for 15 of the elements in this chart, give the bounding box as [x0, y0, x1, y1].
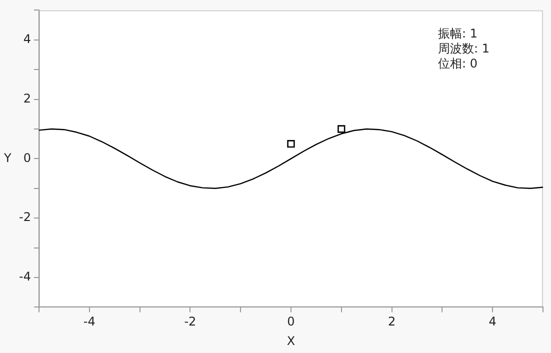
x-tick-label: 0 [287, 314, 295, 329]
x-tick-label: 4 [488, 314, 496, 329]
x-axis-title: X [286, 334, 296, 348]
y-tick-label: 4 [23, 32, 31, 46]
y-tick-label: 0 [23, 150, 31, 165]
annotation: 振幅: 1 [438, 26, 478, 40]
y-tick-label: -2 [18, 210, 31, 224]
x-tick-label: -2 [184, 314, 196, 329]
annotation: 位相: 0 [438, 56, 478, 70]
x-tick-label: 2 [388, 314, 396, 329]
y-axis-title: Y [3, 150, 12, 165]
y-tick-label: 2 [23, 91, 31, 106]
x-tick-label: -4 [83, 314, 96, 329]
annotation: 周波数: 1 [438, 41, 490, 56]
y-tick-label: -4 [18, 270, 31, 284]
